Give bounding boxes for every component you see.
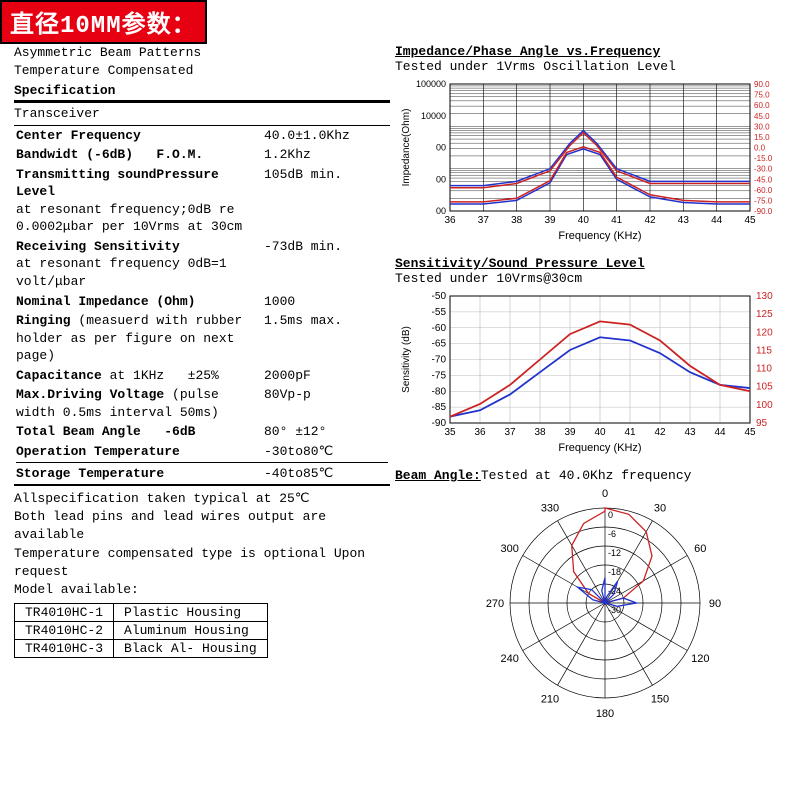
- svg-text:300: 300: [501, 543, 519, 555]
- svg-text:-70: -70: [432, 355, 447, 366]
- svg-text:39: 39: [544, 215, 556, 226]
- svg-text:-55: -55: [432, 307, 447, 318]
- svg-text:43: 43: [684, 427, 696, 438]
- svg-text:36: 36: [474, 427, 486, 438]
- svg-text:41: 41: [624, 427, 636, 438]
- svg-text:-30.0: -30.0: [754, 165, 773, 174]
- svg-text:0: 0: [608, 510, 613, 520]
- spec-heading: Specification: [14, 83, 390, 102]
- svg-text:75.0: 75.0: [754, 91, 770, 100]
- beam-chart: 0-6-12-18-24-300306090120150180210240270…: [435, 483, 775, 718]
- intro-line-2: Temperature Compensated: [14, 62, 390, 80]
- svg-text:60: 60: [694, 543, 706, 555]
- svg-text:-60.0: -60.0: [754, 186, 773, 195]
- chart2-title: Sensitivity/Sound Pressure Level: [395, 256, 793, 271]
- svg-text:15.0: 15.0: [754, 133, 770, 142]
- svg-text:45: 45: [744, 427, 756, 438]
- svg-text:39: 39: [564, 427, 576, 438]
- svg-text:130: 130: [756, 291, 773, 302]
- svg-text:210: 210: [541, 693, 559, 705]
- svg-text:37: 37: [504, 427, 516, 438]
- svg-text:-65: -65: [432, 339, 447, 350]
- svg-text:125: 125: [756, 309, 773, 320]
- svg-text:37: 37: [478, 215, 490, 226]
- svg-text:-60: -60: [432, 323, 447, 334]
- svg-text:Impedance(Ohm): Impedance(Ohm): [401, 109, 412, 187]
- svg-text:-15.0: -15.0: [754, 154, 773, 163]
- svg-text:-18: -18: [608, 567, 621, 577]
- svg-text:-85: -85: [432, 402, 447, 413]
- chart3-title: Beam Angle:Tested at 40.0Khz frequency: [395, 468, 793, 483]
- spec-table: Center Frequency40.0±1.0KhzBandwidt (-6d…: [14, 126, 390, 484]
- svg-text:-6: -6: [608, 529, 616, 539]
- svg-text:100000: 100000: [416, 79, 446, 89]
- svg-text:38: 38: [511, 215, 523, 226]
- svg-text:-90: -90: [432, 418, 447, 429]
- svg-text:00: 00: [436, 206, 446, 216]
- svg-text:42: 42: [644, 215, 656, 226]
- svg-text:40: 40: [578, 215, 590, 226]
- svg-text:Frequency (KHz): Frequency (KHz): [558, 442, 641, 454]
- chart1-subtitle: Tested under 1Vrms Oscillation Level: [395, 59, 793, 74]
- svg-text:270: 270: [486, 598, 504, 610]
- svg-text:45.0: 45.0: [754, 112, 770, 121]
- svg-text:Sensitivity (dB): Sensitivity (dB): [401, 326, 412, 393]
- models-table: TR4010HC-1Plastic HousingTR4010HC-2Alumi…: [14, 603, 268, 658]
- intro-line-1: Asymmetric Beam Patterns: [14, 44, 390, 62]
- svg-text:-75.0: -75.0: [754, 196, 773, 205]
- svg-text:45: 45: [744, 215, 756, 226]
- svg-text:30.0: 30.0: [754, 122, 770, 131]
- impedance-chart: 36 37 38 39 40 41 42 43 44 45 00 00 00 10000 100000 -90…: [395, 76, 793, 246]
- svg-text:00: 00: [436, 174, 446, 184]
- svg-text:40: 40: [594, 427, 606, 438]
- svg-text:10000: 10000: [421, 111, 446, 121]
- svg-text:Frequency (KHz): Frequency (KHz): [558, 230, 641, 242]
- svg-text:41: 41: [611, 215, 623, 226]
- spec-section: Transceiver: [14, 103, 390, 125]
- svg-text:240: 240: [501, 653, 519, 665]
- svg-text:330: 330: [541, 503, 559, 515]
- svg-text:-12: -12: [608, 548, 621, 558]
- svg-text:105: 105: [756, 382, 773, 393]
- svg-text:120: 120: [691, 653, 709, 665]
- sensitivity-chart: 35 36 37 38 39 40 41 42 43 44 45 -90 -85 -80 -75 -70 -65…: [395, 288, 793, 458]
- svg-text:120: 120: [756, 327, 773, 338]
- svg-text:30: 30: [654, 503, 666, 515]
- right-column: Impedance/Phase Angle vs.Frequency Teste…: [395, 44, 793, 722]
- svg-text:0: 0: [602, 488, 608, 500]
- svg-text:-75: -75: [432, 370, 447, 381]
- svg-text:150: 150: [651, 693, 669, 705]
- svg-text:00: 00: [436, 143, 446, 153]
- svg-text:180: 180: [596, 708, 614, 718]
- svg-text:38: 38: [534, 427, 546, 438]
- svg-text:90.0: 90.0: [754, 80, 770, 89]
- footer-notes: Allspecification taken typical at 25℃Bot…: [14, 490, 390, 599]
- svg-text:44: 44: [711, 215, 723, 226]
- svg-text:44: 44: [714, 427, 726, 438]
- svg-text:95: 95: [756, 418, 768, 429]
- left-column: Asymmetric Beam Patterns Temperature Com…: [14, 44, 390, 658]
- chart1-title: Impedance/Phase Angle vs.Frequency: [395, 44, 793, 59]
- svg-text:-50: -50: [432, 291, 447, 302]
- svg-text:100: 100: [756, 400, 773, 411]
- svg-text:36: 36: [444, 215, 456, 226]
- chart2-subtitle: Tested under 10Vrms@30cm: [395, 271, 793, 286]
- header-title: 直径10MM参数：: [0, 0, 207, 44]
- svg-text:115: 115: [756, 345, 772, 356]
- svg-text:-45.0: -45.0: [754, 175, 773, 184]
- svg-text:0.0: 0.0: [754, 144, 766, 153]
- svg-text:43: 43: [678, 215, 690, 226]
- svg-text:-90.0: -90.0: [754, 207, 773, 216]
- svg-text:90: 90: [709, 598, 721, 610]
- svg-text:60.0: 60.0: [754, 101, 770, 110]
- svg-text:110: 110: [756, 364, 772, 375]
- svg-text:42: 42: [654, 427, 666, 438]
- svg-text:-80: -80: [432, 386, 447, 397]
- svg-text:35: 35: [444, 427, 456, 438]
